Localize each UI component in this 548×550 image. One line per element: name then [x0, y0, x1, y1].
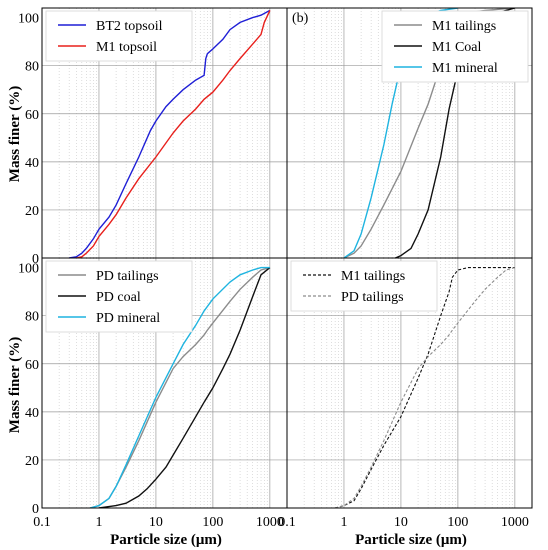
x-tick-label: 1 [95, 515, 102, 530]
plot-frame [286, 257, 533, 509]
series-line-bt2-topsoil [69, 9, 271, 258]
x-axis-label-left: Particle size (μm) [110, 532, 222, 548]
x-tick-label: 10 [149, 515, 163, 530]
x-axis-label-right: Particle size (μm) [355, 532, 467, 548]
x-tick-label: 100 [447, 515, 468, 530]
x-tick-label: 1 [340, 515, 347, 530]
y-tick-label: 20 [25, 454, 39, 469]
series-line-pd-mineral [89, 266, 270, 508]
x-tick-label: 100 [202, 515, 223, 530]
legend: M1 tailings M1 Coal M1 mineral [381, 10, 529, 83]
series-line-pd-tailings [334, 267, 516, 508]
legend-box [45, 10, 193, 62]
y-tick-label: 100 [18, 12, 39, 27]
legend-label: M1 tailings [341, 269, 405, 284]
legend-label: M1 mineral [432, 61, 498, 76]
series-line-pd-coal [98, 267, 271, 508]
x-tick-label: 10 [394, 515, 408, 530]
legend: M1 tailings PD tailings [290, 260, 438, 312]
y-tick-label: 80 [25, 310, 39, 325]
legend-label: PD coal [96, 290, 141, 305]
legend-label: M1 tailings [432, 19, 496, 34]
legend: BT2 topsoil M1 topsoil [45, 10, 193, 62]
legend-label: M1 Coal [432, 40, 482, 55]
y-tick-label: 0 [32, 252, 39, 267]
panel-b: (b) M1 tailings M1 Coal M1 mineral [286, 7, 533, 259]
legend-label: PD tailings [341, 290, 404, 305]
y-tick-label: 60 [25, 358, 39, 373]
y-axis-label-bottom: Mass finer (%) [7, 337, 23, 433]
legend-box [290, 260, 438, 312]
series-line-m1-topsoil [76, 10, 271, 258]
x-tick-label: 0.1 [33, 515, 51, 530]
legend-label: M1 topsoil [96, 40, 157, 55]
legend-label: PD tailings [96, 269, 159, 284]
y-tick-label: 80 [25, 60, 39, 75]
y-tick-label: 0 [32, 502, 39, 517]
series-line-m1-tailings [334, 267, 515, 508]
y-tick-label: 40 [25, 406, 39, 421]
legend: PD tailings PD coal PD mineral [45, 260, 193, 333]
x-tick-label: 1000 [501, 515, 529, 530]
x-tick-label: 1000 [256, 515, 284, 530]
y-tick-label: 100 [18, 262, 39, 277]
y-axis-label-top: Mass finer (%) [7, 86, 23, 182]
legend-label: PD mineral [96, 311, 160, 326]
y-tick-label: 40 [25, 156, 39, 171]
legend-label: BT2 topsoil [96, 19, 163, 34]
y-tick-label: 20 [25, 204, 39, 219]
y-tick-label: 60 [25, 108, 39, 123]
x-tick-label: 0.1 [278, 515, 296, 530]
panel-label: (b) [292, 11, 309, 26]
